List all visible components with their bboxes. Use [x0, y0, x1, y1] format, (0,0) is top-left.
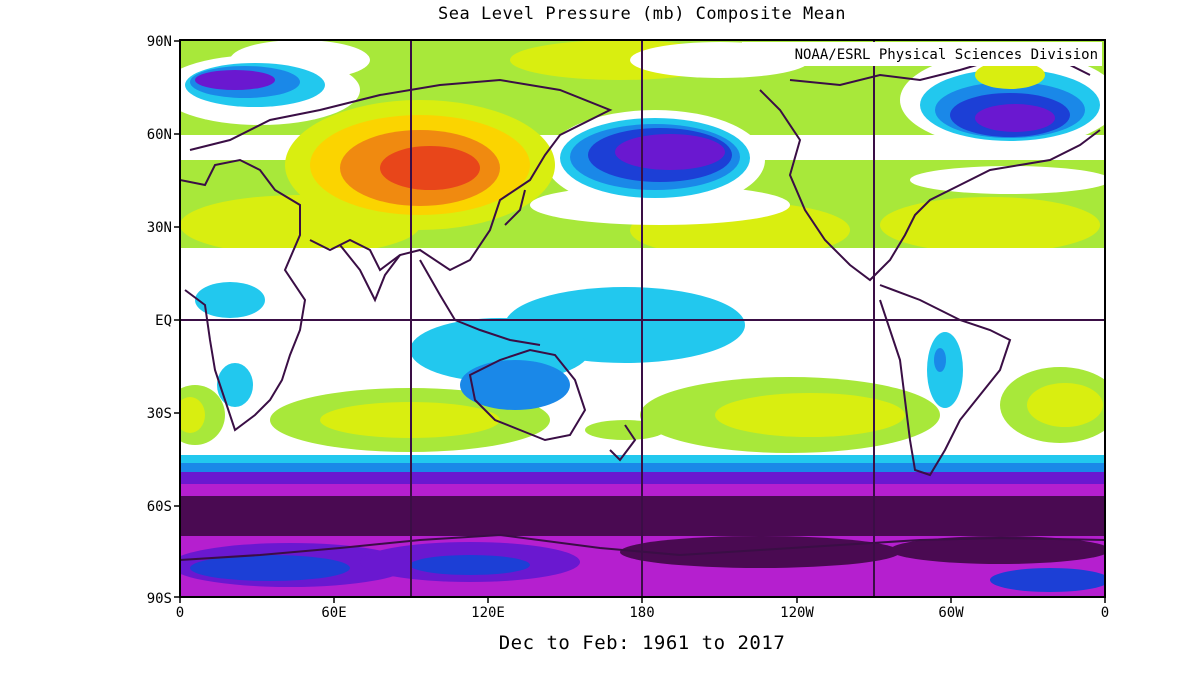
lon-label: 60E: [321, 605, 346, 621]
antarctic-low-2: [190, 555, 350, 581]
map-title: Sea Level Pressure (mb) Composite Mean: [438, 4, 846, 24]
tropical-lows: [195, 282, 963, 410]
lat-ticks: [174, 40, 180, 598]
pressure-field: [180, 40, 1105, 597]
lat-label: 90S: [147, 591, 172, 607]
coast-south-america: [879, 284, 1012, 477]
period-label: Dec to Feb: 1961 to 2017: [498, 632, 786, 654]
lon-axis: 0 60E 120E 180 120W 60W 0: [176, 605, 1109, 621]
coast-india: [339, 244, 401, 303]
coastlines: [180, 53, 1105, 561]
lat-label: 30S: [147, 406, 172, 422]
lon-label: 0: [176, 605, 184, 621]
grid-lines: [180, 40, 1105, 597]
lat-axis: 90N 60N 30N EQ 30S 60S 90S: [147, 34, 172, 607]
coast-antarctica: [180, 533, 1105, 561]
coast-north-america: [759, 89, 1101, 282]
south-atlantic-high: [1000, 367, 1105, 443]
antarctic-low-5: [990, 568, 1105, 592]
lon-label: 0: [1101, 605, 1109, 621]
lon-label: 180: [629, 605, 654, 621]
south-pacific-high: [585, 377, 940, 453]
coast-africa-europe: [180, 158, 307, 432]
lon-label: 120E: [471, 605, 505, 621]
lon-label: 60W: [938, 605, 964, 621]
lon-ticks: [179, 597, 1106, 603]
coast-new-zealand: [609, 424, 637, 462]
coast-japan: [504, 189, 526, 226]
siberian-high: [285, 100, 555, 230]
antarctic-low-4: [410, 555, 530, 575]
lat-label: 90N: [147, 34, 172, 50]
credit-label: NOAA/ESRL Physical Sciences Division: [795, 47, 1098, 63]
lat-label: EQ: [155, 313, 172, 329]
lat-label: 60S: [147, 499, 172, 515]
antarctic-deep-1: [620, 536, 900, 568]
coast-eurasia: [189, 78, 613, 272]
lat-label: 30N: [147, 220, 172, 236]
lat-label: 60N: [147, 127, 172, 143]
antarctic-deep-2: [890, 536, 1105, 564]
coast-southeast-asia: [419, 259, 541, 346]
coast-australia: [468, 348, 587, 442]
aleutian-low: [545, 110, 765, 210]
lon-label: 120W: [780, 605, 814, 621]
credit-box: [742, 42, 1102, 66]
